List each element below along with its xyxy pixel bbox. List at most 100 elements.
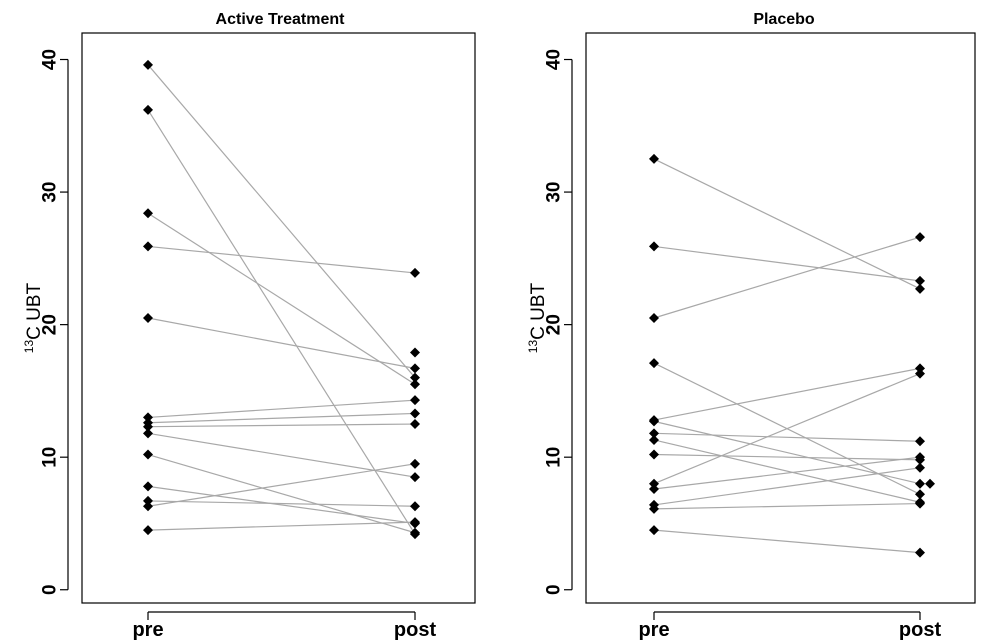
pair-line [147,399,416,419]
pair-line [653,420,921,485]
y-tick-label: 20 [40,314,61,335]
data-point-pre [649,478,659,489]
data-point-post [410,372,420,383]
data-point-post [410,379,420,390]
pair-line [147,485,416,525]
pair-line [653,453,921,461]
data-point-post [915,478,925,489]
data-point-post [915,283,925,294]
y-tick-label: 0 [40,584,61,595]
data-point-post [915,462,925,473]
data-point-pre [143,241,153,252]
data-point-post [915,498,925,509]
data-point-post [410,501,420,512]
data-point-post [915,363,925,374]
data-point-post [410,408,420,419]
y-axis-label-superscript: 13 [22,340,36,354]
data-point-pre [143,495,153,506]
y-tick-label: 10 [544,447,565,468]
chart-title: Active Treatment [216,11,346,28]
data-point-pre [143,412,153,423]
data-point-pre [649,241,659,252]
data-point-pre [143,525,153,536]
data-point-pre [649,503,659,514]
data-point-pre [649,358,659,369]
pair-line [147,245,416,274]
pair-line [147,432,416,478]
x-tick-label-pre: pre [638,619,669,641]
data-point-pre [649,313,659,323]
pair-line [147,212,416,385]
data-point-pre [143,428,153,439]
pair-line [147,463,416,507]
y-tick-label: 0 [544,584,565,595]
pair-line [147,500,416,507]
y-axis-label-text: C UBT [24,282,45,339]
data-point-pre [143,208,153,219]
pair-line [653,373,921,485]
pair-line [653,439,921,503]
data-point-pre [649,428,659,439]
data-point-pre [143,59,153,70]
pair-line [653,236,921,319]
data-point-pre [649,449,659,460]
pair-line [147,412,416,424]
data-point-post [410,267,420,278]
pair-line [653,245,921,282]
data-point-post [410,517,420,528]
data-point-post [410,347,420,358]
plot-frame [585,32,976,604]
y-axis-label-text: C UBT [528,282,549,339]
data-point-pre [649,153,659,164]
plot-frame [81,32,476,604]
pair-line [653,502,921,510]
chart-title: Placebo [753,11,815,28]
data-point-pre [143,481,153,492]
y-axis-label-superscript: 13 [526,340,540,354]
data-point-post [915,489,925,500]
pair-line [147,453,416,534]
data-point-pre [143,313,153,323]
data-point-post [915,368,925,379]
panel-1: Placebo 0 10 20 30 40 13C UBT pre post [526,11,976,641]
pair-line [147,64,416,379]
data-point-post [410,458,420,469]
pair-line [147,109,416,535]
pair-line [653,432,921,442]
y-tick-label: 20 [544,314,565,335]
data-point-post [410,395,420,406]
y-axis-label: 13C UBT [22,282,45,353]
data-point-post [915,547,925,558]
data-point-post [915,452,925,463]
data-point-pre [649,525,659,536]
y-tick-label: 40 [544,49,565,70]
pair-line [653,158,921,290]
data-point-post [925,478,935,489]
pair-line [653,456,921,490]
y-tick-label: 40 [40,49,61,70]
y-axis-label: 13C UBT [526,282,549,353]
y-tick-label: 30 [40,181,61,202]
data-point-post [410,363,420,374]
panel-0: Active Treatment 0 10 20 30 40 13C UBT pre post [22,11,476,641]
data-point-pre [649,484,659,494]
y-tick-label: 30 [544,181,565,202]
pair-line [147,521,416,531]
pair-line [653,467,921,506]
data-point-post [915,436,925,447]
data-point-pre [649,434,659,445]
data-point-post [915,275,925,286]
pair-line [653,529,921,554]
data-point-pre [143,104,153,115]
x-tick-label-post: post [899,619,942,641]
data-point-post [410,527,420,538]
pair-line [147,423,416,428]
pair-line [653,367,921,421]
x-tick-label-pre: pre [132,619,163,641]
data-point-pre [143,421,153,432]
data-point-post [410,419,420,430]
data-point-post [410,472,420,483]
data-point-pre [143,501,153,512]
